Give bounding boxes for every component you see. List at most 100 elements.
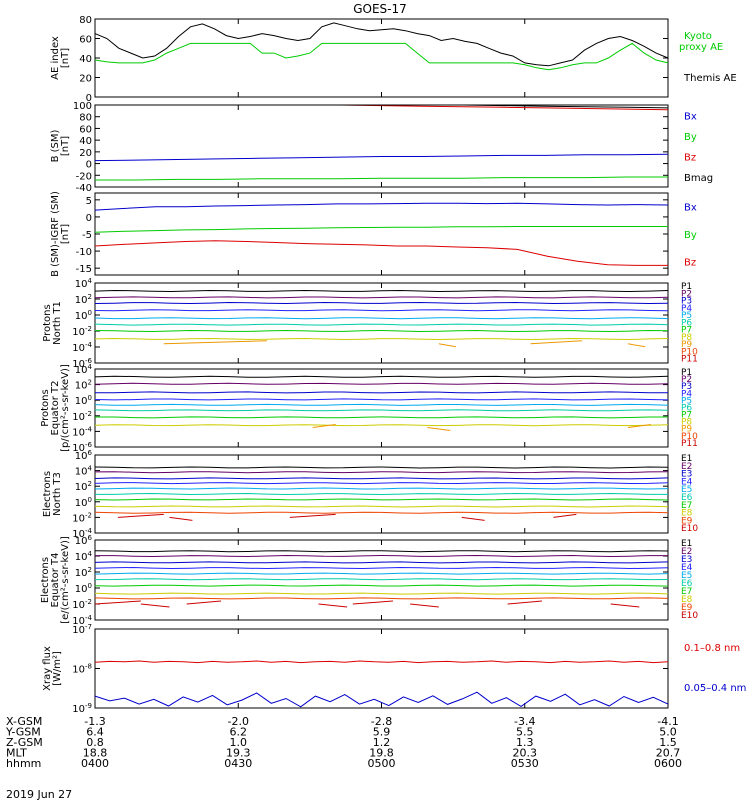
legend-entry: P7 — [681, 326, 692, 336]
ephemeris-value: -2.8 — [371, 715, 392, 728]
legend-entry: P3 — [681, 382, 692, 392]
legend-entry: E9 — [681, 516, 693, 526]
y-tick-label: -40 — [76, 183, 92, 194]
series-e2 — [94, 471, 669, 474]
y-tick-label: 60 — [79, 35, 92, 46]
ephemeris-value: 0500 — [368, 757, 396, 770]
series-line — [94, 572, 669, 575]
series-line — [94, 660, 669, 664]
y-axis-sublabel: North T1 — [52, 301, 63, 345]
series-line — [95, 416, 668, 419]
series-segment — [427, 427, 451, 431]
y-tick-label: 104 — [75, 363, 93, 376]
series-e8 — [94, 505, 669, 508]
series-e9 — [94, 511, 669, 514]
legend-entry: E5 — [681, 485, 692, 495]
panel-frame — [94, 628, 669, 709]
series-p8 — [94, 337, 669, 341]
ephemeris-value: 1.2 — [373, 736, 391, 749]
series-by — [94, 226, 668, 233]
series-p1 — [94, 289, 669, 293]
series-p9 — [312, 424, 651, 431]
y-tick-label: 104 — [75, 465, 93, 478]
series-line — [94, 592, 669, 595]
y-tick-label: -20 — [76, 171, 92, 182]
y-tick-label: 40 — [79, 54, 92, 65]
legend-entry: P7 — [681, 411, 692, 421]
legend-entry: E9 — [681, 603, 693, 613]
series-line — [94, 409, 669, 412]
y-tick-label: 10-2 — [72, 410, 92, 423]
y-axis-label: Protons — [42, 304, 53, 341]
ephemeris-value: 1.5 — [659, 736, 677, 749]
series-line — [94, 22, 669, 67]
y-tick-label: 100 — [73, 101, 92, 112]
series-p7 — [94, 329, 669, 333]
ephemeris-value: 0530 — [511, 757, 539, 770]
y-axis-label: Xray flux — [42, 646, 53, 691]
series-line — [94, 561, 669, 564]
ephemeris-value: 18.8 — [83, 747, 108, 760]
series-line — [94, 226, 668, 233]
y-tick-label: -10 — [76, 247, 92, 258]
series-0-05-0-4-nm — [94, 691, 669, 708]
legend-entry: Bx — [684, 111, 697, 122]
figure-title: GOES-17 — [353, 2, 407, 16]
y-tick-label: 10-2 — [72, 325, 92, 338]
legend: Bx By Bz Bmag — [684, 111, 713, 184]
ephemeris-row-label: Z-GSM — [6, 736, 43, 749]
series-0-1-0-8-nm — [94, 660, 669, 664]
legend-entry: E8 — [681, 595, 693, 605]
legend-entry: E10 — [681, 524, 698, 534]
series-line — [94, 329, 669, 333]
series-p3 — [95, 391, 668, 394]
ephemeris-value: 5.9 — [373, 726, 391, 739]
series-themis-ae — [94, 22, 669, 67]
y-tick-label: 20 — [79, 74, 92, 85]
panel-frame — [94, 368, 669, 448]
series-segment — [289, 513, 336, 518]
y-tick-label: -15 — [76, 264, 92, 275]
series-e4 — [94, 482, 669, 485]
panel-frame — [94, 18, 669, 98]
series-bz — [94, 240, 668, 266]
y-tick-label: 104 — [75, 277, 93, 290]
y-tick-label: 106 — [75, 534, 93, 547]
series-line — [94, 323, 669, 326]
y-tick-label: 10-2 — [72, 598, 92, 611]
ephemeris-value: 5.0 — [659, 726, 677, 739]
series-p8 — [94, 424, 669, 427]
legend-entry: E4 — [681, 477, 693, 487]
series-line — [94, 498, 669, 501]
y-tick-label: 100 — [75, 496, 92, 509]
series-line — [94, 511, 669, 514]
series-p6 — [94, 409, 669, 412]
y-tick-label: 10-6 — [72, 357, 92, 370]
series-line — [95, 104, 669, 109]
series-p4 — [94, 398, 669, 401]
series-p5 — [94, 317, 669, 320]
y-axis-sublabel: [e/(cm²-s-sr-keV)] — [60, 536, 71, 624]
series-p9 — [163, 340, 646, 348]
series-line — [94, 482, 669, 485]
ephemeris-value: 20.3 — [513, 747, 538, 760]
legend-entry: E6 — [681, 579, 693, 589]
legend-entry: E5 — [681, 571, 692, 581]
series-p5 — [94, 403, 669, 406]
series-line — [94, 471, 669, 474]
legend-entry: E3 — [681, 470, 692, 480]
series-segment — [352, 600, 393, 605]
y-tick-label: 10-7 — [72, 623, 92, 636]
y-tick-label: 10-4 — [72, 341, 92, 354]
series-segment — [94, 600, 141, 605]
ephemeris-value: -3.4 — [514, 715, 535, 728]
legend: 0.1–0.8 nm 0.05–0.4 nm — [684, 643, 746, 694]
series-segment — [318, 603, 348, 608]
ephemeris-value: 19.8 — [369, 747, 394, 760]
date-label: 2019 Jun 27 — [6, 788, 72, 800]
